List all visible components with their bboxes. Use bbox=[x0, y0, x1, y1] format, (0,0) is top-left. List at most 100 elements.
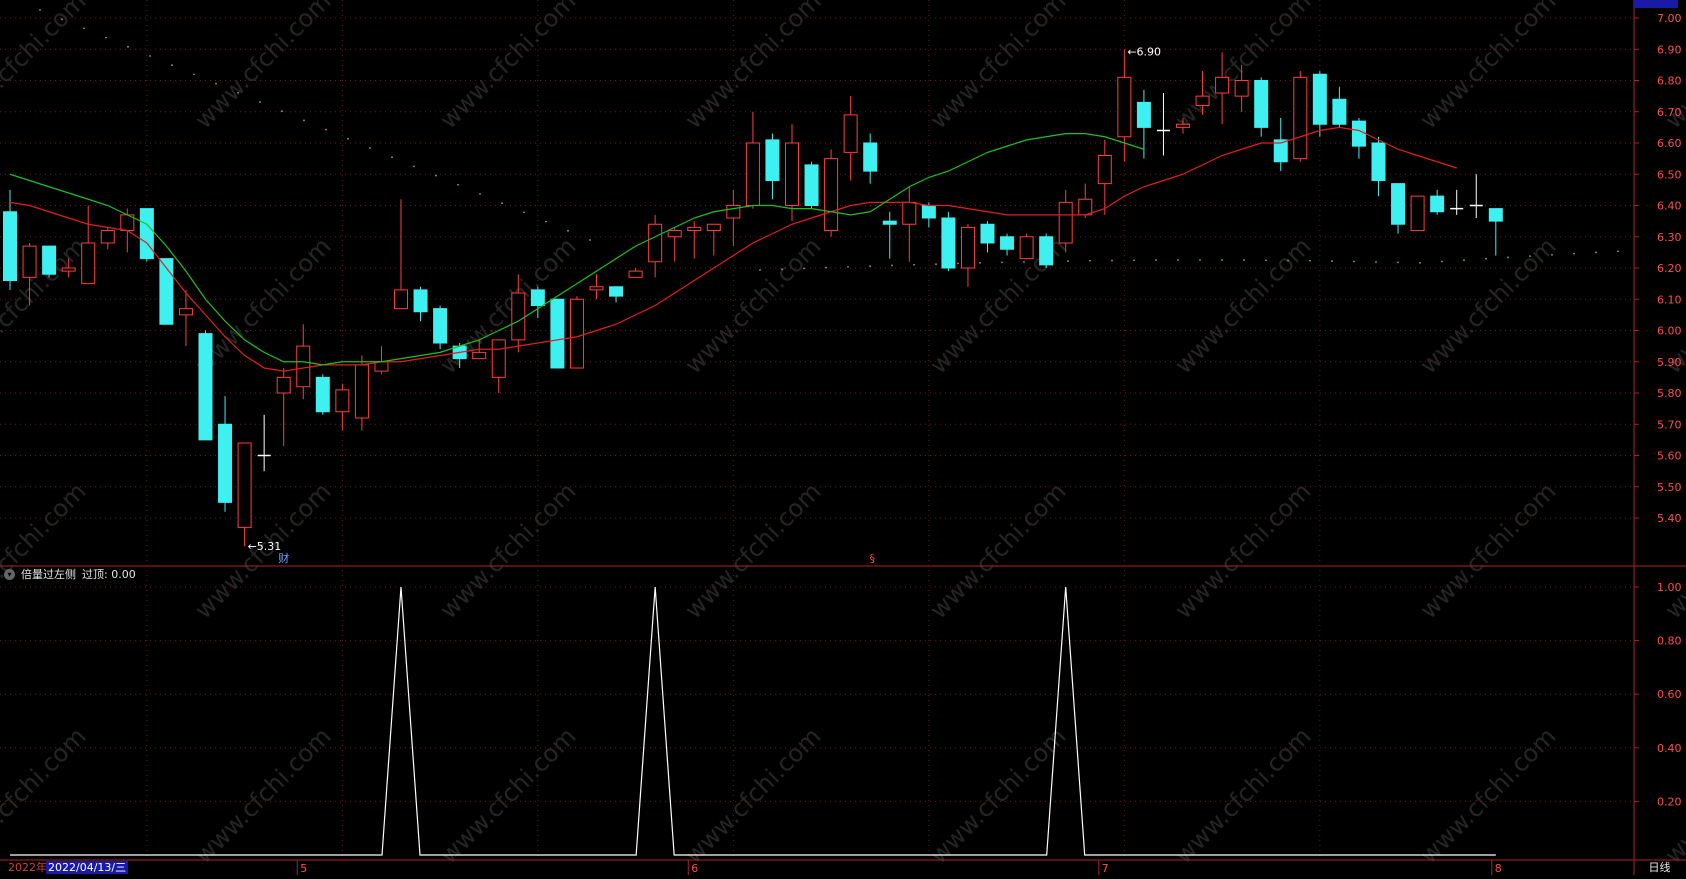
watermark-text: www.cfchi.com bbox=[434, 722, 581, 869]
candle-body-up bbox=[785, 142, 799, 206]
band-dot bbox=[825, 266, 827, 269]
band-dot bbox=[1529, 255, 1531, 258]
candle-body-up bbox=[178, 308, 193, 316]
band-dot bbox=[149, 55, 151, 57]
period-button[interactable]: 日线 bbox=[1648, 861, 1671, 874]
candle-body-up bbox=[1293, 76, 1308, 160]
candle-body-up bbox=[589, 286, 604, 291]
candle-body-down bbox=[1312, 73, 1327, 125]
price-tick-label: 6.70 bbox=[1657, 106, 1682, 119]
band-dot bbox=[1573, 252, 1575, 255]
candle-body-up bbox=[1097, 155, 1112, 185]
candle-body-up bbox=[1234, 80, 1249, 97]
indicator-tick-label: 1.00 bbox=[1657, 581, 1682, 594]
band-dot bbox=[457, 183, 459, 186]
watermark-text: www.cfchi.com bbox=[924, 477, 1071, 624]
price-tick-label: 5.90 bbox=[1657, 356, 1682, 369]
band-dot bbox=[979, 262, 981, 264]
band-dot bbox=[391, 156, 393, 159]
candle-body-up bbox=[569, 298, 584, 369]
candle-body-up bbox=[1058, 201, 1073, 244]
candle-body-down bbox=[1430, 195, 1445, 213]
price-tick-label: 5.70 bbox=[1657, 418, 1682, 431]
band-dot bbox=[1441, 260, 1443, 263]
candle-body-up bbox=[491, 339, 506, 378]
indicator-tick-label: 0.40 bbox=[1657, 742, 1682, 755]
band-dot bbox=[83, 27, 85, 30]
band-dot bbox=[1287, 259, 1289, 262]
band-dot bbox=[1507, 256, 1509, 259]
current-price-highlight bbox=[1634, 0, 1678, 8]
band-dot bbox=[105, 36, 107, 39]
band-dot bbox=[759, 269, 761, 271]
candle-body-down bbox=[804, 164, 819, 206]
candle-body-up bbox=[100, 230, 115, 244]
band-dot bbox=[1111, 259, 1113, 262]
low-price-marker: ←5.31 bbox=[248, 540, 282, 553]
band-dot bbox=[1309, 259, 1311, 262]
indicator-tick-label: 0.80 bbox=[1657, 635, 1682, 648]
band-dot bbox=[545, 220, 547, 223]
band-dot bbox=[935, 263, 937, 266]
candle-body-down bbox=[1332, 98, 1347, 125]
ma-long-line bbox=[9, 133, 1145, 366]
band-dot bbox=[1199, 259, 1201, 261]
band-dot bbox=[1595, 251, 1597, 254]
band-dot bbox=[803, 267, 805, 270]
price-tick-label: 6.90 bbox=[1657, 43, 1682, 56]
watermark-text: www.cfchi.com bbox=[0, 0, 91, 134]
watermark-text: www.cfchi.com bbox=[0, 477, 91, 624]
candle-body-down bbox=[1488, 208, 1503, 222]
indicator-name[interactable]: 倍量过左侧 bbox=[21, 568, 76, 581]
price-tick-label: 5.50 bbox=[1657, 481, 1682, 494]
band-dot bbox=[215, 82, 217, 85]
candle-body-up bbox=[1215, 76, 1230, 94]
candle-body-up bbox=[745, 142, 760, 206]
candle-body-down bbox=[42, 245, 57, 275]
band-dot bbox=[435, 174, 437, 177]
candle-body-down bbox=[530, 289, 545, 306]
month-label: 5 bbox=[300, 862, 307, 875]
watermark-text: www.cfchi.com bbox=[189, 722, 336, 869]
candle-body-up bbox=[706, 223, 721, 231]
price-tick-label: 7.00 bbox=[1657, 12, 1682, 25]
year-label: 2022年 bbox=[8, 861, 47, 874]
candle-body-down bbox=[315, 376, 330, 413]
candle-body-up bbox=[1195, 95, 1210, 106]
band-dot bbox=[891, 264, 893, 267]
price-tick-label: 5.60 bbox=[1657, 450, 1682, 463]
band-dot bbox=[1023, 261, 1025, 263]
price-tick-label: 5.80 bbox=[1657, 387, 1682, 400]
candle-body-up bbox=[667, 230, 682, 238]
band-dot bbox=[1155, 259, 1157, 262]
indicator-toggle-icon[interactable]: ▾ bbox=[4, 568, 15, 580]
band-dot bbox=[259, 101, 261, 103]
candle-body-up bbox=[628, 270, 643, 278]
band-dot bbox=[847, 266, 849, 268]
watermark-text: www.cfchi.com bbox=[189, 0, 336, 134]
band-dot bbox=[193, 73, 195, 76]
candle-body-down bbox=[218, 423, 233, 503]
band-dot bbox=[1265, 259, 1267, 262]
candle-body-up bbox=[648, 223, 663, 263]
indicator-tick-label: 0.60 bbox=[1657, 688, 1682, 701]
candle-body-up bbox=[1117, 76, 1132, 138]
candle-body-down bbox=[1351, 120, 1366, 147]
band-dot bbox=[1089, 259, 1091, 262]
candle-body-down bbox=[1000, 236, 1015, 250]
watermark-text: www.cfchi.com bbox=[1414, 477, 1561, 624]
band-dot bbox=[1177, 259, 1179, 261]
band-dot bbox=[1463, 259, 1465, 262]
watermark-text: www.cfchi.com bbox=[924, 0, 1071, 134]
candle-body-up bbox=[81, 242, 96, 285]
candle-body-down bbox=[550, 298, 565, 369]
candle-body-down bbox=[765, 139, 780, 181]
band-dot bbox=[781, 268, 783, 271]
band-dot bbox=[1617, 250, 1619, 253]
watermark-text: www.cfchi.com bbox=[679, 722, 826, 869]
watermark-text: www.cfchi.com bbox=[434, 0, 581, 134]
watermark-text: www.cfchi.com bbox=[1414, 232, 1561, 379]
band-dot bbox=[567, 229, 569, 232]
